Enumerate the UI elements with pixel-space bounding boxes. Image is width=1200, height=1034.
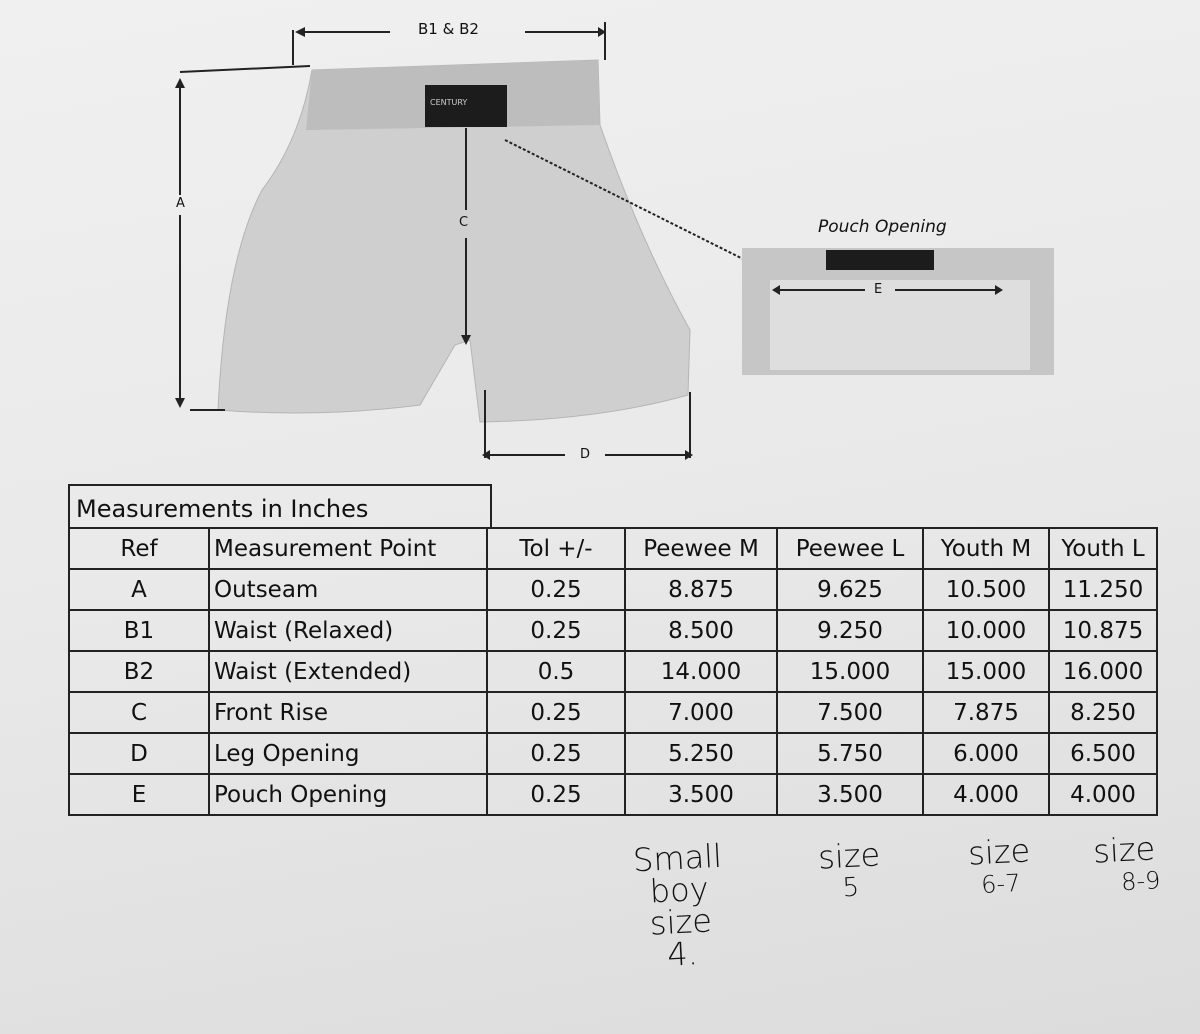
table-cell: B2 <box>68 650 210 693</box>
table-cell: 4.000 <box>922 773 1050 816</box>
table-row: E Pouch Opening 0.25 3.500 3.500 4.000 4.000 <box>68 773 1158 816</box>
header-cell: Tol +/- <box>486 527 626 570</box>
table-cell: 7.875 <box>922 691 1050 734</box>
table-cell: 5.250 <box>624 732 778 775</box>
label-b1-b2: B1 & B2 <box>418 20 479 38</box>
label-a: A <box>176 196 185 211</box>
table-cell: 6.000 <box>922 732 1050 775</box>
table-cell: Front Rise <box>208 691 488 734</box>
table-cell: 8.250 <box>1048 691 1158 734</box>
table-header-row: Ref Measurement Point Tol +/- Peewee M P… <box>68 527 1158 570</box>
table-cell: E <box>68 773 210 816</box>
table-cell: 4.000 <box>1048 773 1158 816</box>
measurement-table: Ref Measurement Point Tol +/- Peewee M P… <box>68 527 1158 816</box>
header-cell: Peewee L <box>776 527 924 570</box>
table-cell: Outseam <box>208 568 488 611</box>
table-cell: 0.25 <box>486 568 626 611</box>
note-size-6-7: size 6-7 <box>943 831 1056 903</box>
table-cell: 15.000 <box>922 650 1050 693</box>
table-cell: 10.875 <box>1048 609 1158 652</box>
table-cell: 3.500 <box>776 773 924 816</box>
table-cell: 10.000 <box>922 609 1050 652</box>
table-cell: 9.625 <box>776 568 924 611</box>
header-cell: Youth L <box>1048 527 1158 570</box>
table-row: B2 Waist (Extended) 0.5 14.000 15.000 15.000 1… <box>68 650 1158 693</box>
table-cell: 9.250 <box>776 609 924 652</box>
table-cell: 15.000 <box>776 650 924 693</box>
note-line: 5 <box>841 872 860 904</box>
header-cell: Youth M <box>922 527 1050 570</box>
table-cell: 11.250 <box>1048 568 1158 611</box>
table-cell: 0.25 <box>486 691 626 734</box>
table-cell: 3.500 <box>624 773 778 816</box>
label-d: D <box>580 447 591 462</box>
shorts-image <box>217 59 691 423</box>
brand-tag-text: CENTURY <box>430 98 468 107</box>
table-cell: D <box>68 732 210 775</box>
table-cell: Waist (Relaxed) <box>208 609 488 652</box>
table-cell: 0.25 <box>486 609 626 652</box>
label-e: E <box>874 282 883 297</box>
header-cell: Measurement Point <box>208 527 488 570</box>
table-cell: 0.25 <box>486 732 626 775</box>
note-line: 4. <box>666 934 699 974</box>
table-row: B1 Waist (Relaxed) 0.25 8.500 9.250 10.000 10.… <box>68 609 1158 652</box>
table-row: D Leg Opening 0.25 5.250 5.750 6.000 6.500 <box>68 732 1158 775</box>
label-c: C <box>459 215 469 230</box>
table-caption: Measurements in Inches <box>68 484 492 527</box>
table-cell: 6.500 <box>1048 732 1158 775</box>
table-row: C Front Rise 0.25 7.000 7.500 7.875 8.250 <box>68 691 1158 734</box>
pouch-opening-title: Pouch Opening <box>818 217 947 237</box>
note-small-boy-size-4: Small boy size 4. <box>622 837 739 974</box>
table-cell: 14.000 <box>624 650 778 693</box>
table-cell: 10.500 <box>922 568 1050 611</box>
table-cell: B1 <box>68 609 210 652</box>
header-cell: Ref <box>68 527 210 570</box>
note-size-8-9: size 8-9 <box>1068 829 1181 901</box>
table-cell: 8.500 <box>624 609 778 652</box>
table-cell: Waist (Extended) <box>208 650 488 693</box>
table-cell: C <box>68 691 210 734</box>
note-line: 6-7 <box>980 868 1022 899</box>
table-row: A Outseam 0.25 8.875 9.625 10.500 11.250 <box>68 568 1158 611</box>
table-cell: 5.750 <box>776 732 924 775</box>
table-cell: Leg Opening <box>208 732 488 775</box>
header-cell: Peewee M <box>624 527 778 570</box>
brand-tag <box>425 85 507 127</box>
table-cell: 16.000 <box>1048 650 1158 693</box>
table-cell: 0.5 <box>486 650 626 693</box>
table-cell: 7.000 <box>624 691 778 734</box>
table-cell: 8.875 <box>624 568 778 611</box>
table-cell: 7.500 <box>776 691 924 734</box>
table-cell: Pouch Opening <box>208 773 488 816</box>
table-cell: 0.25 <box>486 773 626 816</box>
note-size-5: size 5 <box>793 835 906 907</box>
table-cell: A <box>68 568 210 611</box>
